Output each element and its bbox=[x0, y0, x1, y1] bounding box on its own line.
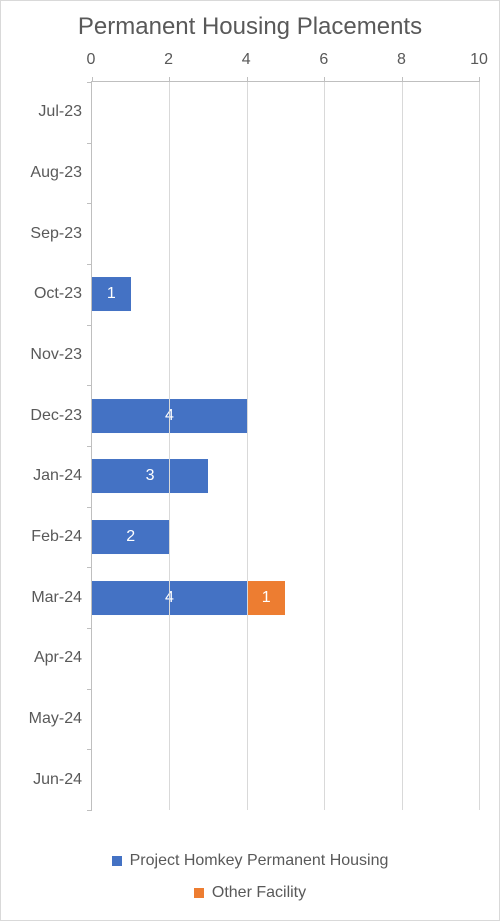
category-label: Jun-24 bbox=[33, 771, 82, 789]
legend-swatch bbox=[112, 856, 122, 866]
bar-track: 1 bbox=[92, 277, 479, 311]
bar-row: Dec-234 bbox=[92, 385, 479, 446]
category-label: Dec-23 bbox=[30, 407, 82, 425]
category-label: Apr-24 bbox=[34, 649, 82, 667]
x-tick-label: 0 bbox=[87, 51, 96, 69]
bar-rows: Jul-23Aug-23Sep-23Oct-231Nov-23Dec-234Ja… bbox=[92, 82, 479, 810]
bar-segment: 1 bbox=[92, 277, 131, 311]
legend: Project Homkey Permanent Housing Other Fa… bbox=[1, 852, 499, 902]
y-tick-mark bbox=[87, 143, 92, 144]
category-label: Feb-24 bbox=[31, 528, 82, 546]
category-label: Nov-23 bbox=[30, 346, 82, 364]
bar-track bbox=[92, 641, 479, 675]
bar-track bbox=[92, 217, 479, 251]
bar-row: May-24 bbox=[92, 689, 479, 750]
y-tick-mark bbox=[87, 82, 92, 83]
y-tick-mark bbox=[87, 628, 92, 629]
bar-row: Jul-23 bbox=[92, 82, 479, 143]
bar-segment: 2 bbox=[92, 520, 169, 554]
x-tick-mark bbox=[92, 77, 93, 82]
x-tick-label: 8 bbox=[397, 51, 406, 69]
category-label: May-24 bbox=[29, 710, 82, 728]
gridline bbox=[479, 82, 480, 810]
bar-segment: 1 bbox=[247, 581, 286, 615]
legend-label: Other Facility bbox=[212, 884, 306, 902]
y-tick-mark bbox=[87, 446, 92, 447]
bar-track bbox=[92, 702, 479, 736]
y-tick-mark bbox=[87, 325, 92, 326]
bar-row: Jun-24 bbox=[92, 749, 479, 810]
legend-swatch bbox=[194, 888, 204, 898]
category-label: Jan-24 bbox=[33, 467, 82, 485]
category-label: Oct-23 bbox=[34, 285, 82, 303]
x-tick-label: 2 bbox=[164, 51, 173, 69]
legend-item: Other Facility bbox=[194, 884, 306, 902]
y-tick-mark bbox=[87, 810, 92, 811]
y-tick-mark bbox=[87, 203, 92, 204]
x-axis: 0246810 bbox=[91, 51, 479, 81]
bar-track bbox=[92, 763, 479, 797]
bar-row: Nov-23 bbox=[92, 325, 479, 386]
category-label: Aug-23 bbox=[30, 164, 82, 182]
bar-row: Oct-231 bbox=[92, 264, 479, 325]
legend-label: Project Homkey Permanent Housing bbox=[130, 852, 389, 870]
bar-track: 2 bbox=[92, 520, 479, 554]
bar-track: 3 bbox=[92, 459, 479, 493]
bar-track bbox=[92, 338, 479, 372]
y-tick-mark bbox=[87, 567, 92, 568]
gridline bbox=[247, 82, 248, 810]
gridline bbox=[169, 82, 170, 810]
x-tick-label: 10 bbox=[470, 51, 488, 69]
bar-track bbox=[92, 95, 479, 129]
housing-placements-chart: Permanent Housing Placements 0 2 4 6 8 10 Jul… bbox=[0, 0, 500, 921]
y-tick-mark bbox=[87, 749, 92, 750]
y-tick-mark bbox=[87, 689, 92, 690]
bar-row: Feb-242 bbox=[92, 507, 479, 568]
bar-track bbox=[92, 156, 479, 190]
category-label: Mar-24 bbox=[31, 589, 82, 607]
y-tick-mark bbox=[87, 264, 92, 265]
bar-row: Mar-2441 bbox=[92, 567, 479, 628]
category-label: Jul-23 bbox=[38, 103, 82, 121]
bar-track: 4 bbox=[92, 399, 479, 433]
legend-item: Project Homkey Permanent Housing bbox=[112, 852, 389, 870]
bar-row: Aug-23 bbox=[92, 143, 479, 204]
x-tick-label: 6 bbox=[319, 51, 328, 69]
x-tick-label: 4 bbox=[242, 51, 251, 69]
bar-segment: 3 bbox=[92, 459, 208, 493]
gridline bbox=[402, 82, 403, 810]
bar-row: Sep-23 bbox=[92, 203, 479, 264]
gridline bbox=[324, 82, 325, 810]
bar-row: Apr-24 bbox=[92, 628, 479, 689]
bar-row: Jan-243 bbox=[92, 446, 479, 507]
bar-track: 41 bbox=[92, 581, 479, 615]
plot-area: Jul-23Aug-23Sep-23Oct-231Nov-23Dec-234Ja… bbox=[91, 81, 479, 810]
category-label: Sep-23 bbox=[30, 225, 82, 243]
y-tick-mark bbox=[87, 507, 92, 508]
y-tick-mark bbox=[87, 385, 92, 386]
chart-title: Permanent Housing Placements bbox=[1, 13, 499, 41]
